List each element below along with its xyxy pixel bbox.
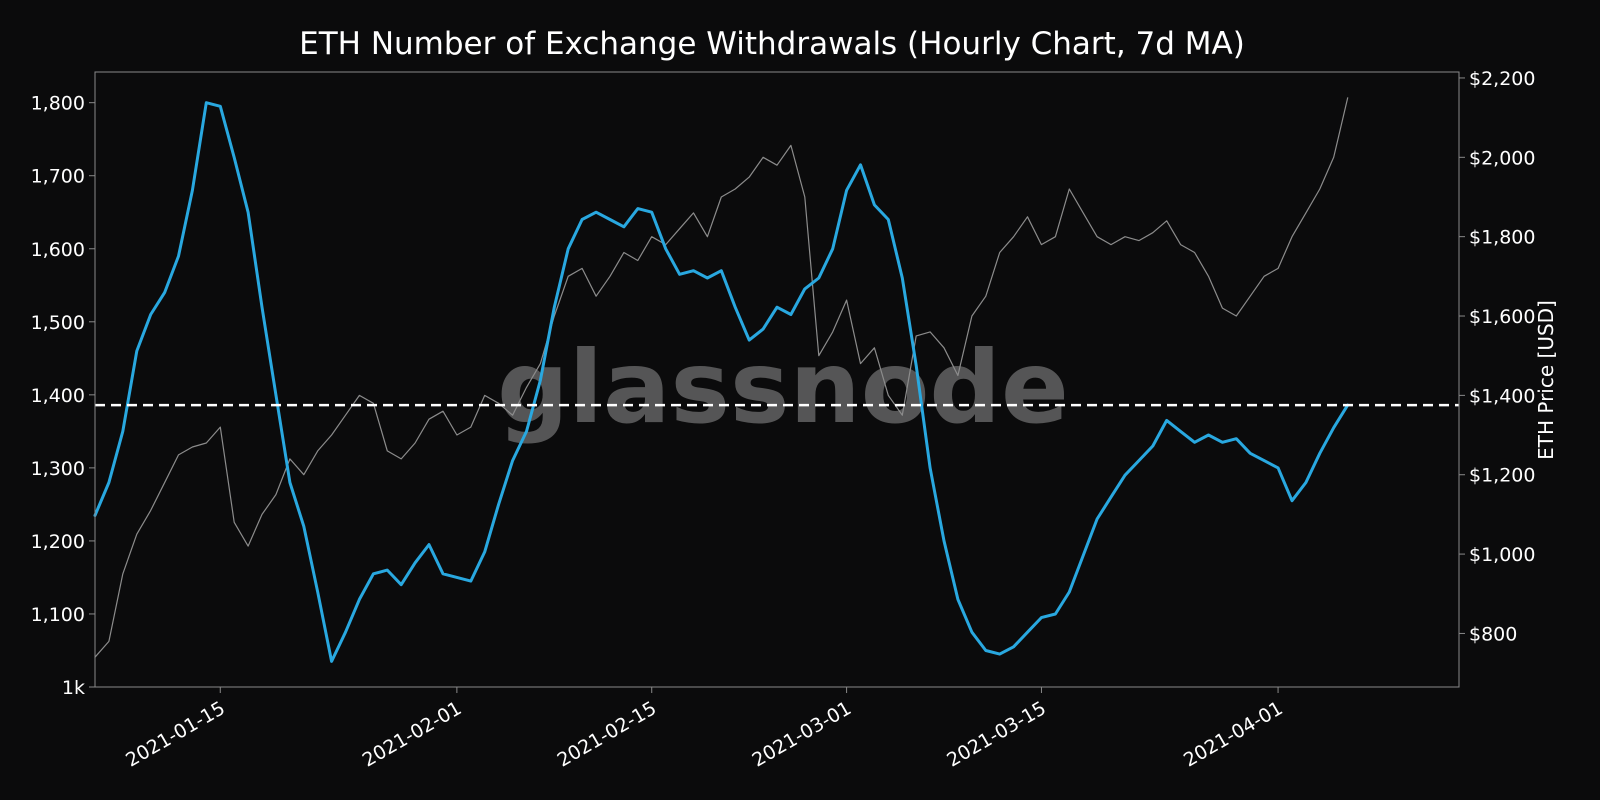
left-tick-label: 1,200 (31, 531, 85, 553)
left-tick-label: 1,600 (31, 239, 85, 261)
left-tick-label: 1,700 (31, 166, 85, 188)
withdrawals-series (93, 101, 1350, 663)
right-tick-label: $1,400 (1469, 385, 1535, 407)
right-tick-label: $2,000 (1469, 147, 1535, 169)
withdrawals-line (93, 101, 1350, 663)
left-axis: 1k 1,100 1,200 1,300 1,400 1,500 1,600 1,700 1,8… (31, 93, 95, 699)
price-line (94, 97, 1349, 658)
left-tick-label: 1,800 (31, 93, 85, 115)
right-tick-label: $1,000 (1469, 544, 1535, 566)
left-tick-label: 1k (62, 677, 85, 699)
right-tick-label: $1,600 (1469, 306, 1535, 328)
chart-title: ETH Number of Exchange Withdrawals (Hour… (299, 26, 1245, 62)
left-tick-label: 1,300 (31, 458, 85, 480)
left-tick-label: 1,400 (31, 385, 85, 407)
right-tick-label: $1,800 (1469, 227, 1535, 249)
right-tick-label: $800 (1469, 623, 1517, 645)
right-tick-label: $2,200 (1469, 68, 1535, 90)
watermark: glassnode (497, 329, 1069, 446)
left-tick-label: 1,500 (31, 312, 85, 334)
right-axis: $800 $1,000 $1,200 $1,400 $1,600 $1,800 $2,000… (1459, 68, 1535, 645)
right-axis-label: ETH Price [USD] (1534, 300, 1558, 460)
right-tick-label: $1,200 (1469, 465, 1535, 487)
plot-frame (94, 71, 1460, 688)
left-tick-label: 1,100 (31, 604, 85, 626)
price-series (94, 97, 1349, 658)
